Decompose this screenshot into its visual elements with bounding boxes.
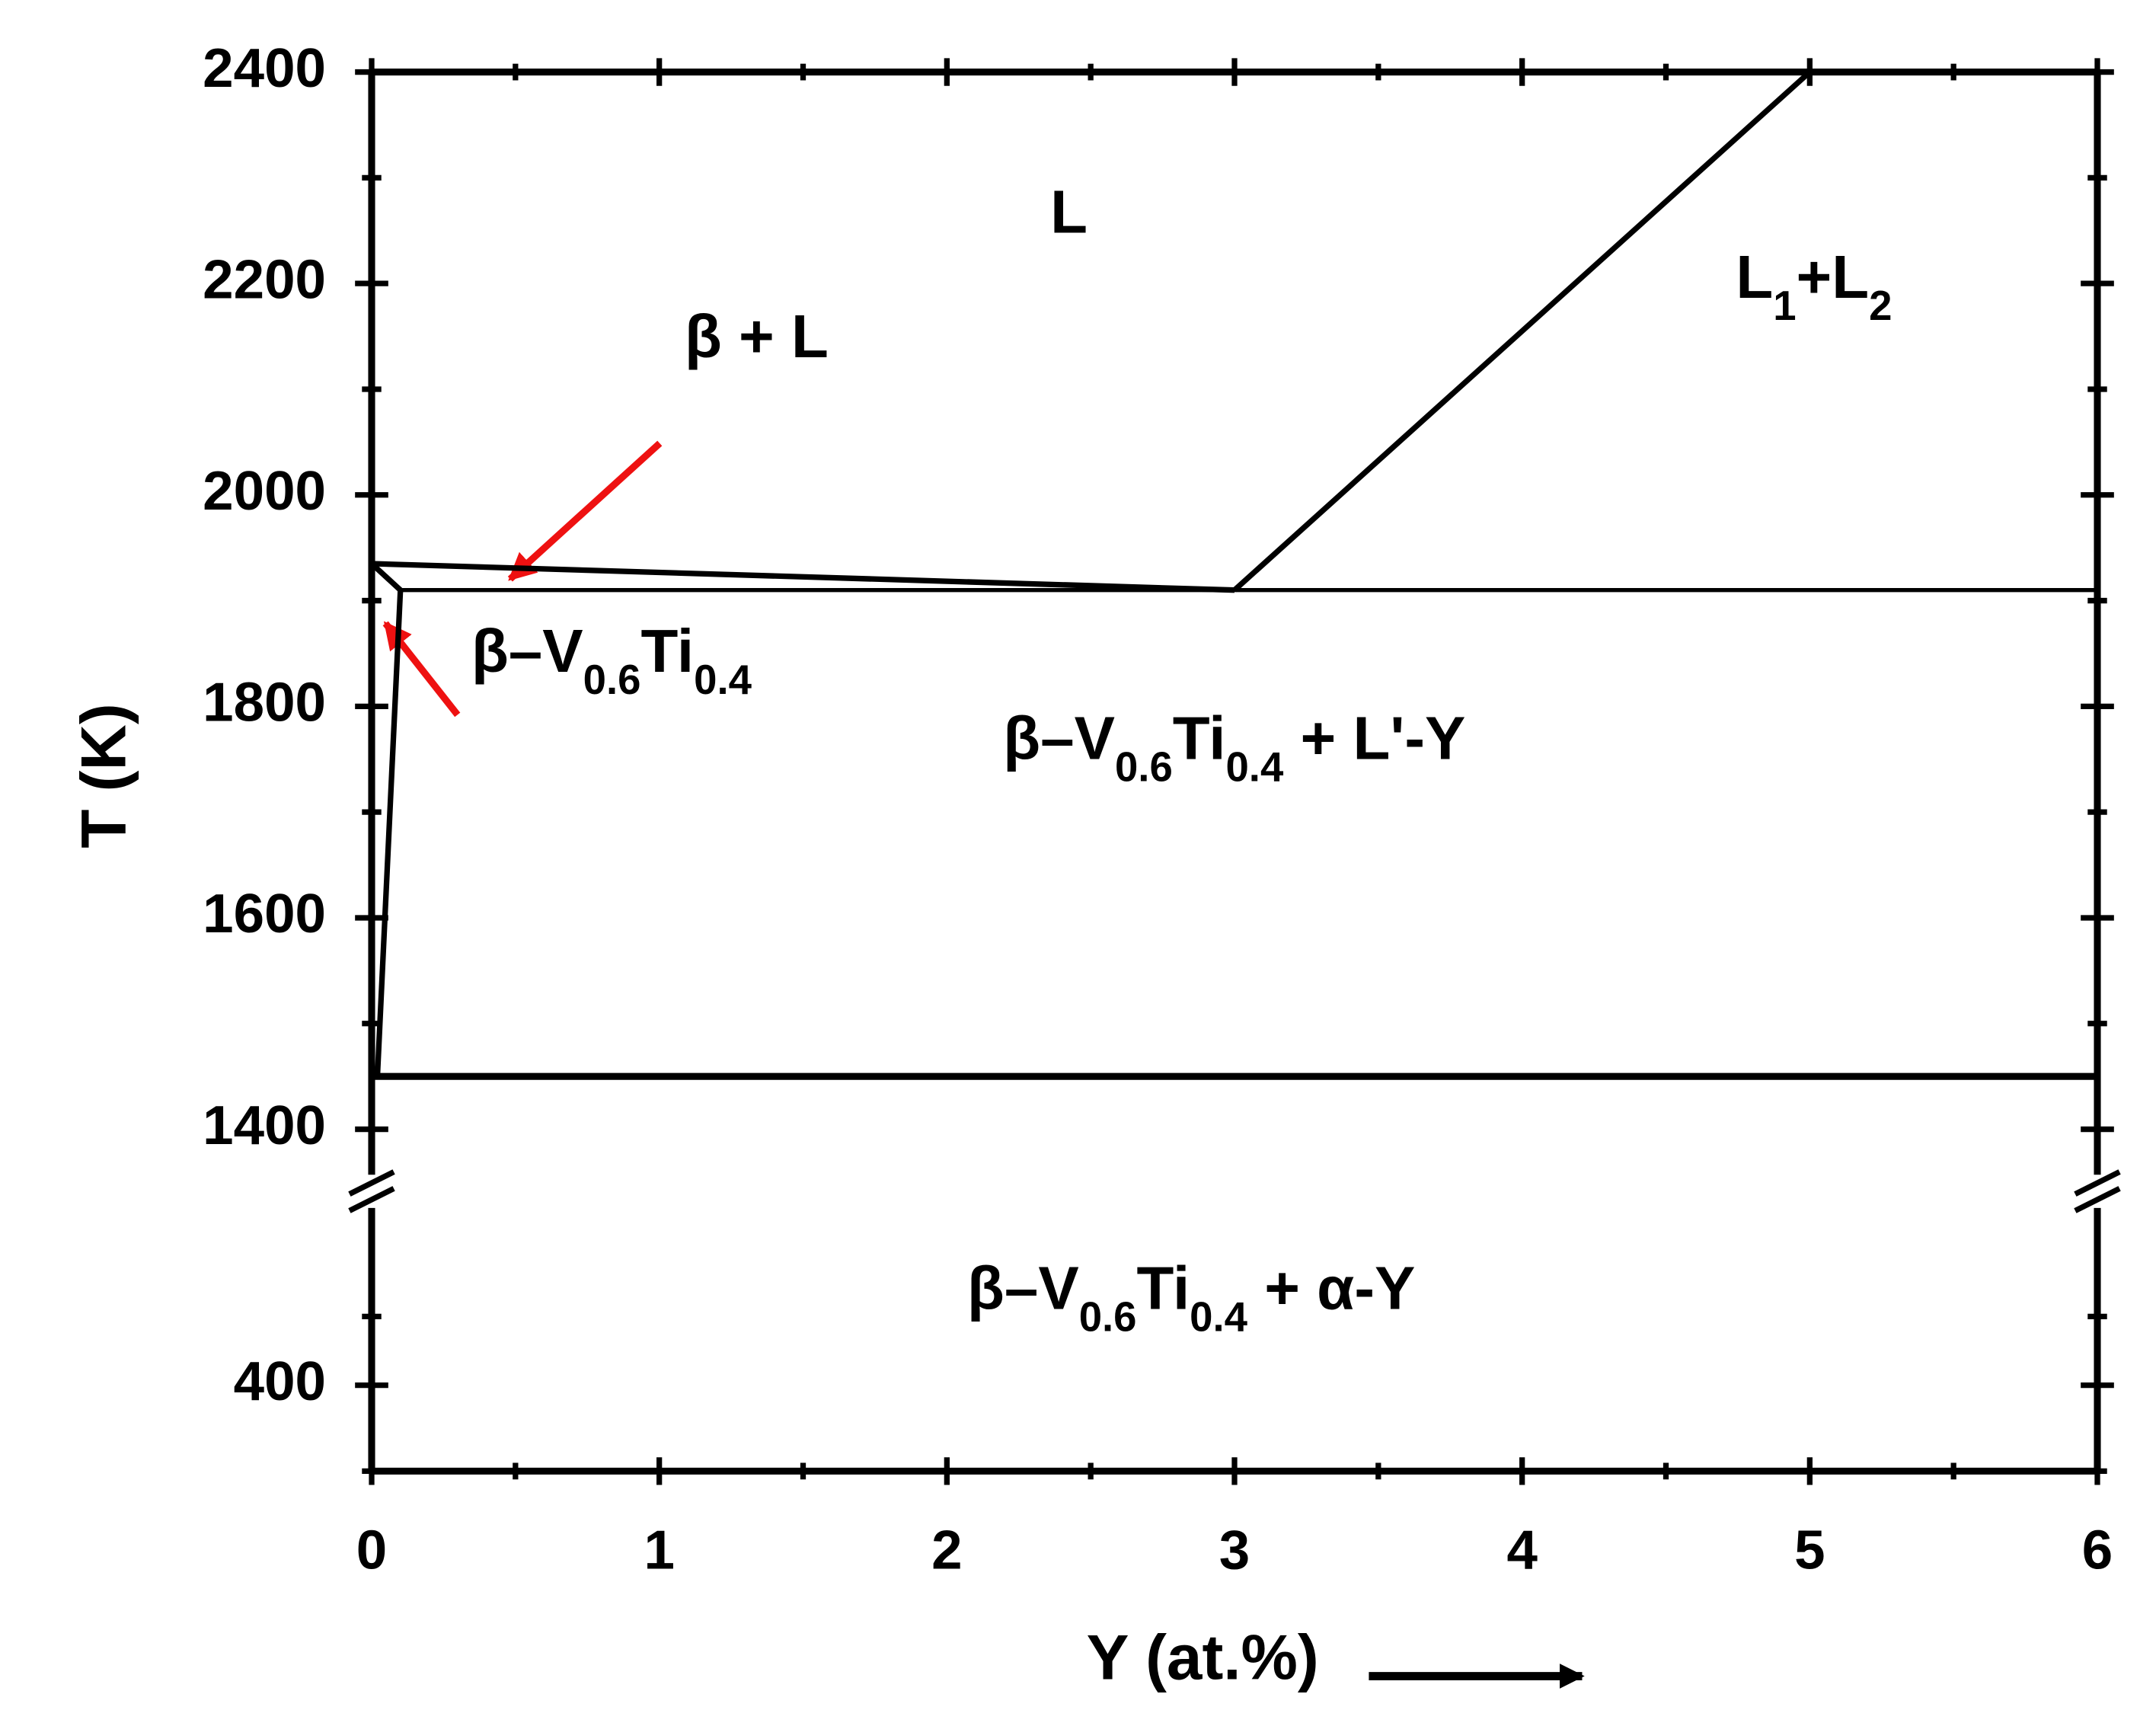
phase-boundary [371, 561, 1235, 593]
phase-label-part: + α-Y [1247, 1255, 1415, 1322]
phase-label: L1+L2 [1736, 243, 1892, 329]
axis-break [348, 1186, 395, 1213]
phase-label-part: 0.4 [1190, 1294, 1247, 1341]
phase-label-part: 1 [1773, 283, 1796, 329]
y-tick-label: 2400 [203, 37, 326, 99]
phase-label-part: 0.6 [1115, 744, 1173, 791]
x-tick-label: 4 [1506, 1520, 1538, 1581]
y-tick-label: 1800 [203, 672, 326, 734]
x-tick-label: 5 [1794, 1520, 1825, 1581]
phase-label-part: Ti [1137, 1255, 1190, 1322]
y-tick-label: 1600 [203, 883, 326, 945]
y-tick-label: 2000 [203, 460, 326, 522]
phase-label-part: β + L [685, 302, 829, 370]
phase-label-part: 0.4 [694, 657, 752, 703]
phase-label-part: Ti [1173, 705, 1226, 772]
phase-label-part: 0.4 [1225, 744, 1283, 791]
phase-label-part: β–V [1003, 705, 1115, 772]
phase-label-part: β–V [471, 617, 583, 685]
axis-break [2074, 1186, 2121, 1213]
phase-boundary [369, 561, 404, 1077]
phase-label: β–V0.6Ti0.4 + α-Y [967, 1255, 1415, 1341]
phase-label-part: 0.6 [1079, 1294, 1137, 1341]
y-tick-label: 400 [234, 1350, 326, 1412]
phase-label-part: 2 [1869, 283, 1892, 329]
axis-break [2074, 1169, 2121, 1197]
phase-label-part: +L [1797, 243, 1870, 311]
phase-label-part: L [1050, 178, 1088, 246]
x-tick-label: 2 [931, 1520, 962, 1581]
phase-label-part: L [1736, 243, 1773, 311]
y-tick-label: 2200 [203, 248, 326, 310]
phase-label-part: Ti [640, 617, 694, 685]
red-arrow [507, 440, 663, 582]
phase-label-part: 0.6 [583, 657, 641, 703]
phase-label: β–V0.6Ti0.4 + L'-Y [1003, 705, 1465, 791]
phase-label-part: + L'-Y [1283, 705, 1465, 772]
phase-label-part: β–V [967, 1255, 1079, 1322]
y-axis-label: T (K) [68, 703, 139, 848]
phase-label: β + L [685, 302, 829, 370]
phase-label: β–V0.6Ti0.4 [471, 617, 752, 703]
x-tick-label: 3 [1219, 1520, 1250, 1581]
x-tick-label: 0 [356, 1520, 387, 1581]
x-tick-label: 6 [2082, 1520, 2113, 1581]
x-tick-label: 1 [644, 1520, 674, 1581]
x-axis-label: Y (at.%) [1087, 1621, 1319, 1692]
phase-label: L [1050, 178, 1088, 246]
phase-boundary [1232, 69, 1812, 593]
axis-break [348, 1169, 395, 1197]
y-tick-label: 1400 [203, 1095, 326, 1156]
